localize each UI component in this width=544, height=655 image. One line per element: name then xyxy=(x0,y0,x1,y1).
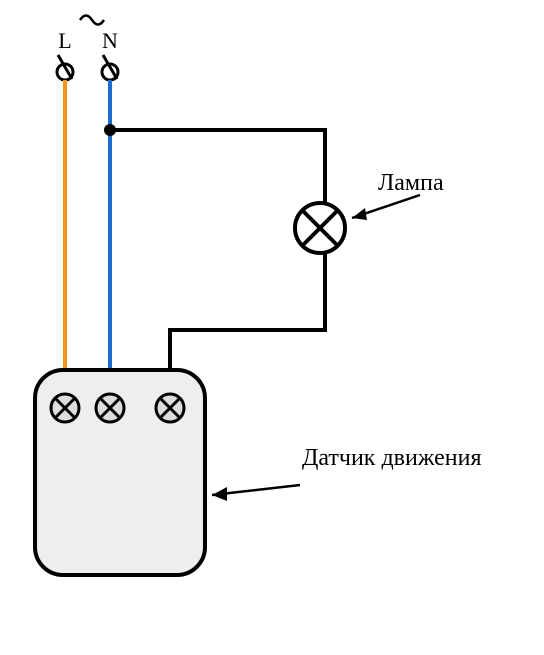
wiring-diagram: L N xyxy=(0,0,544,650)
terminal-label-L: L xyxy=(58,28,71,53)
lamp-arrow-head xyxy=(352,208,367,220)
sensor-terminal-2 xyxy=(96,394,124,422)
diagram-svg: L N xyxy=(0,0,544,650)
terminal-label-N: N xyxy=(102,28,118,53)
lamp-label: Лампа xyxy=(378,170,444,197)
sensor-arrow-head xyxy=(212,487,227,501)
sensor-terminal-3 xyxy=(156,394,184,422)
sensor-terminal-1 xyxy=(51,394,79,422)
sensor-label: Датчик движения xyxy=(302,445,482,472)
ac-symbol xyxy=(80,16,104,25)
wire-neutral-to-lamp xyxy=(110,130,325,203)
